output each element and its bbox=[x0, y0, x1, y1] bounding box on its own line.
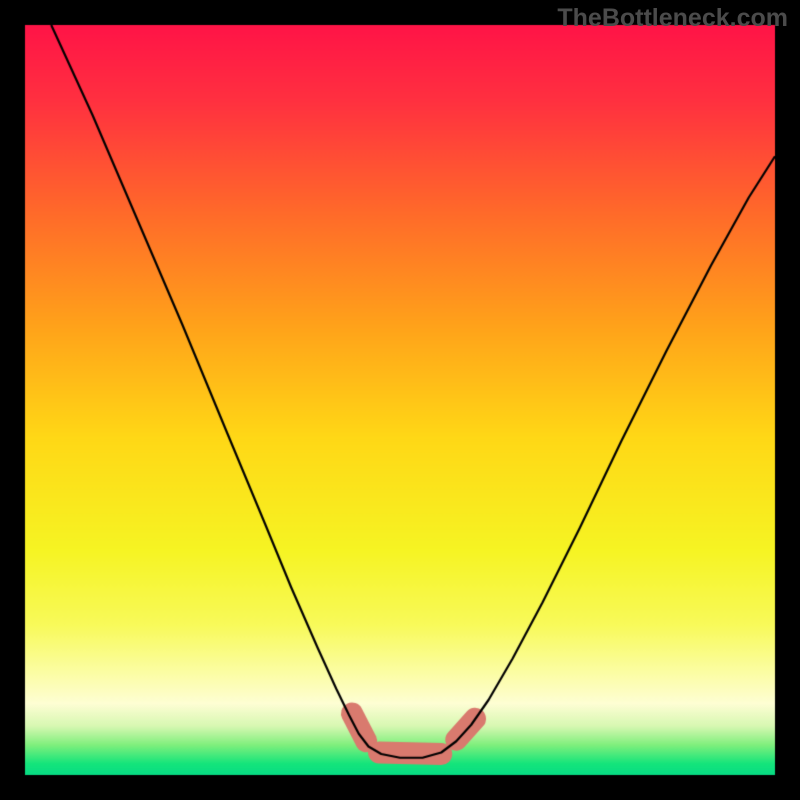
watermark-text: TheBottleneck.com bbox=[557, 4, 788, 33]
chart-container: TheBottleneck.com bbox=[0, 0, 800, 800]
bottleneck-curve-chart bbox=[0, 0, 800, 800]
